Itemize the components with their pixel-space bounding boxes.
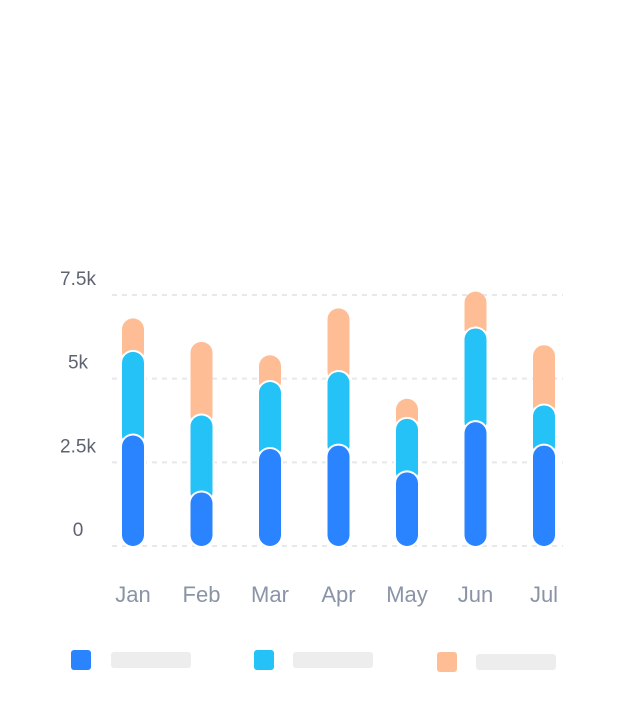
x-tick-label: Jun [458, 582, 493, 607]
legend-item [437, 652, 556, 672]
legend-item [71, 650, 191, 670]
x-tick-label: Mar [251, 582, 289, 607]
bar-group-apr [325, 308, 352, 549]
x-axis-ticks: Jan Feb Mar Apr May Jun Jul [115, 582, 558, 607]
legend-label-placeholder [293, 652, 373, 668]
bar-segment-series-2 [462, 326, 489, 436]
bar-segment-series-1 [325, 443, 352, 549]
x-tick-label: Apr [321, 582, 355, 607]
bar-segment-series-2 [188, 413, 215, 506]
bar-segment-series-1 [257, 446, 283, 548]
bar-group-may [394, 398, 420, 548]
bar-group-mar [257, 355, 283, 548]
y-tick-label: 0 [73, 520, 84, 541]
y-tick-label: 2.5k [60, 436, 96, 457]
bar-group-feb [188, 341, 215, 549]
bar-segment-series-1 [120, 433, 146, 548]
bar-segment-series-1 [394, 470, 420, 548]
bar-segment-series-1 [462, 420, 489, 549]
y-tick-label: 7.5k [60, 269, 96, 290]
legend-item [254, 650, 373, 670]
bar-segment-series-1 [188, 490, 215, 549]
bars [120, 291, 557, 549]
bar-group-jun [462, 291, 489, 549]
bar-segment-series-3 [327, 308, 350, 383]
y-tick-label: 5k [68, 353, 89, 374]
bar-segment-series-3 [464, 291, 487, 340]
x-tick-label: Jul [530, 582, 558, 607]
legend-swatch [254, 650, 274, 670]
legend [71, 650, 556, 672]
legend-swatch [437, 652, 457, 672]
bar-group-jan [120, 318, 146, 548]
bar-segment-series-1 [531, 443, 557, 549]
legend-swatch [71, 650, 91, 670]
x-tick-label: May [386, 582, 428, 607]
bar-group-jul [531, 345, 557, 549]
bar-segment-series-3 [533, 345, 555, 417]
bar-segment-series-3 [190, 341, 213, 427]
legend-label-placeholder [111, 652, 191, 668]
x-tick-label: Feb [183, 582, 221, 607]
x-tick-label: Jan [115, 582, 150, 607]
legend-label-placeholder [476, 654, 556, 670]
y-axis-ticks: 0 2.5k 5k 7.5k [60, 269, 96, 541]
bar-segment-series-2 [120, 349, 146, 449]
